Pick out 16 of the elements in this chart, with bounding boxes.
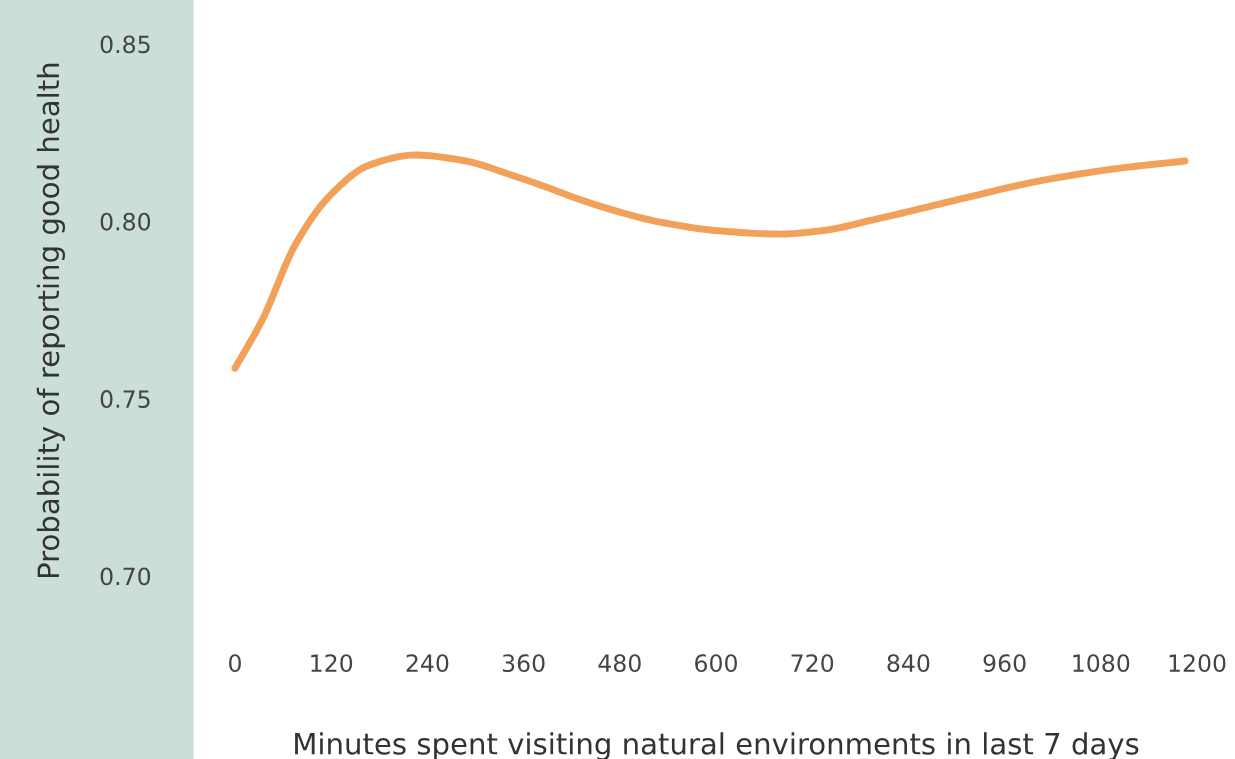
x-tick-label: 1200 xyxy=(1169,654,1226,673)
x-tick-label: 720 xyxy=(791,654,834,673)
x-tick-label: 960 xyxy=(983,654,1026,673)
y-tick-label: 0.75 xyxy=(100,390,150,408)
y-tick-label: 0.80 xyxy=(100,212,151,231)
x-tick-label: 0 xyxy=(229,654,241,673)
x-tick-label: 120 xyxy=(311,654,353,673)
y-tick-label: 0.70 xyxy=(100,567,151,586)
x-tick-label: 840 xyxy=(887,654,930,673)
y-axis-title: Probability of reporting good health xyxy=(36,63,65,578)
x-tick-label: 1080 xyxy=(1073,654,1130,673)
x-tick-label: 480 xyxy=(598,654,641,673)
x-tick-label: 240 xyxy=(406,654,449,673)
y-tick-label: 0.85 xyxy=(100,35,150,54)
x-tick-label: 600 xyxy=(695,654,737,673)
x-tick-label: 360 xyxy=(502,654,545,673)
